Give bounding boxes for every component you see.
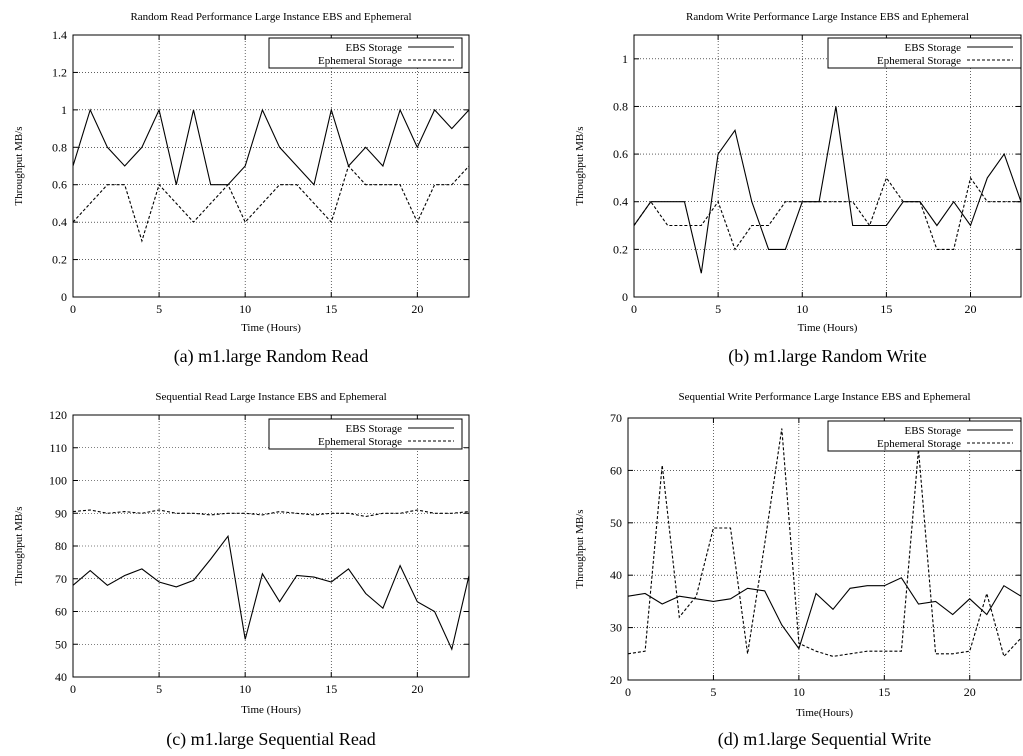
legend-label: EBS Storage <box>904 42 961 54</box>
chart-panel-0: Random Read Performance Large Instance E… <box>13 11 470 367</box>
y-axis-label: Throughput MB/s <box>574 509 586 588</box>
y-tick-label: 0.2 <box>52 253 67 267</box>
figure-caption: (b) m1.large Random Write <box>728 346 927 367</box>
y-axis-label: Throughput MB/s <box>13 506 25 585</box>
legend-box <box>827 420 1022 452</box>
y-tick-label: 0.6 <box>613 147 628 161</box>
y-tick-label: 1 <box>61 103 67 117</box>
series-ephemeral-line <box>72 509 470 518</box>
y-tick-label: 1.4 <box>52 28 67 42</box>
y-tick-label: 0.4 <box>613 195 628 209</box>
chart-title: Random Read Performance Large Instance E… <box>130 11 411 23</box>
x-tick-label: 15 <box>878 685 890 699</box>
chart-panel-2: Sequential Read Large Instance EBS and E… <box>13 391 470 750</box>
x-tick-label: 20 <box>411 682 423 696</box>
x-tick-label: 10 <box>239 682 251 696</box>
y-tick-label: 120 <box>49 408 67 422</box>
y-tick-label: 70 <box>610 411 622 425</box>
series-ebs-line <box>633 106 1022 274</box>
series-ephemeral-line <box>72 164 470 243</box>
x-axis-label: Time (Hours) <box>241 704 301 716</box>
x-tick-label: 20 <box>411 302 423 316</box>
chart-title: Sequential Write Performance Large Insta… <box>678 391 970 403</box>
legend-label: EBS Storage <box>345 42 402 54</box>
legend-label: Ephemeral Storage <box>318 55 402 67</box>
x-tick-label: 20 <box>964 685 976 699</box>
chart-panel-1: Random Write Performance Large Instance … <box>574 11 1022 367</box>
y-tick-label: 90 <box>55 506 67 520</box>
y-tick-label: 50 <box>610 516 622 530</box>
x-tick-label: 0 <box>631 302 637 316</box>
legend-label: Ephemeral Storage <box>877 55 961 67</box>
chart-title: Random Write Performance Large Instance … <box>686 11 969 23</box>
x-tick-label: 5 <box>715 302 721 316</box>
y-tick-label: 110 <box>49 441 67 455</box>
y-tick-label: 0.4 <box>52 215 67 229</box>
legend-label: Ephemeral Storage <box>318 436 402 448</box>
y-tick-label: 1 <box>622 52 628 66</box>
y-tick-label: 100 <box>49 474 67 488</box>
plot-frame <box>72 34 470 298</box>
x-tick-label: 15 <box>325 302 337 316</box>
figure-caption: (a) m1.large Random Read <box>174 346 369 367</box>
legend-label: EBS Storage <box>345 423 402 435</box>
y-axis-label: Throughput MB/s <box>574 126 586 205</box>
y-tick-label: 1.2 <box>52 65 67 79</box>
x-tick-label: 10 <box>793 685 805 699</box>
legend-label: EBS Storage <box>904 425 961 437</box>
y-tick-label: 0.2 <box>613 242 628 256</box>
x-axis-label: Time(Hours) <box>796 707 853 719</box>
series-ebs-line <box>72 107 470 186</box>
legend-label: Ephemeral Storage <box>877 438 961 450</box>
y-tick-label: 0 <box>61 290 67 304</box>
legend-box <box>827 37 1022 69</box>
series-ephemeral-line <box>633 176 1021 251</box>
x-tick-label: 10 <box>796 302 808 316</box>
y-tick-label: 50 <box>55 637 67 651</box>
figure-caption: (d) m1.large Sequential Write <box>718 729 932 750</box>
x-tick-label: 20 <box>965 302 977 316</box>
y-tick-label: 30 <box>610 621 622 635</box>
chart-panel-3: Sequential Write Performance Large Insta… <box>574 391 1022 750</box>
x-tick-label: 10 <box>239 302 251 316</box>
y-tick-label: 40 <box>610 568 622 582</box>
series-ephemeral-line <box>627 428 1022 658</box>
y-tick-label: 80 <box>55 539 67 553</box>
x-tick-label: 5 <box>156 302 162 316</box>
x-tick-label: 15 <box>880 302 892 316</box>
series-ebs-line <box>72 534 470 651</box>
plot-frame <box>627 417 1022 681</box>
y-tick-label: 0.6 <box>52 178 67 192</box>
y-tick-label: 0.8 <box>613 99 628 113</box>
x-tick-label: 5 <box>710 685 716 699</box>
y-axis-label: Throughput MB/s <box>13 126 25 205</box>
y-tick-label: 20 <box>610 673 622 687</box>
y-tick-label: 0.8 <box>52 140 67 154</box>
plot-frame <box>633 34 1022 298</box>
x-tick-label: 0 <box>70 682 76 696</box>
y-tick-label: 70 <box>55 572 67 586</box>
figure-caption: (c) m1.large Sequential Read <box>166 729 376 750</box>
series-ebs-line <box>627 577 1022 650</box>
y-tick-label: 60 <box>610 463 622 477</box>
y-tick-label: 0 <box>622 290 628 304</box>
x-tick-label: 0 <box>625 685 631 699</box>
x-tick-label: 5 <box>156 682 162 696</box>
chart-title: Sequential Read Large Instance EBS and E… <box>155 391 386 403</box>
legend-box <box>268 37 463 69</box>
legend-box <box>268 418 463 450</box>
y-tick-label: 40 <box>55 670 67 684</box>
plot-frame <box>72 414 470 678</box>
x-tick-label: 0 <box>70 302 76 316</box>
x-axis-label: Time (Hours) <box>798 322 858 334</box>
x-tick-label: 15 <box>325 682 337 696</box>
y-tick-label: 60 <box>55 605 67 619</box>
x-axis-label: Time (Hours) <box>241 322 301 334</box>
